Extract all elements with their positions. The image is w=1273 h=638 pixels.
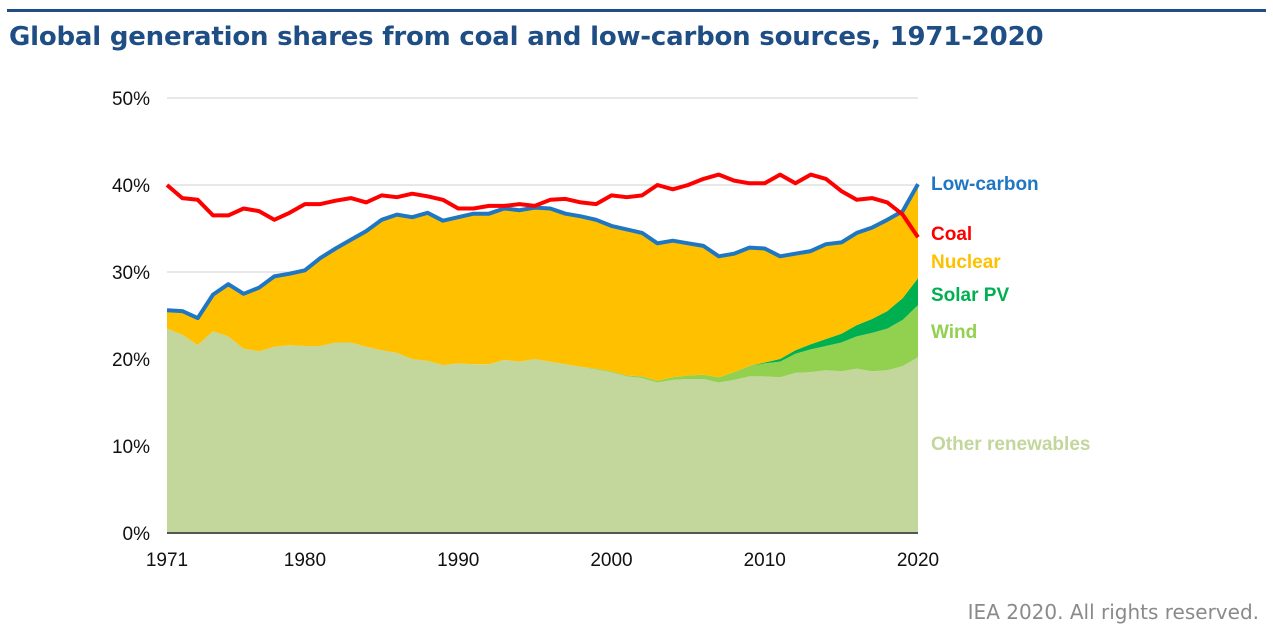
label-coal: Coal: [931, 224, 972, 245]
label-other-renewables: Other renewables: [931, 434, 1090, 455]
y-tick-label: 20%: [112, 350, 150, 371]
area-other-renewables: [167, 328, 918, 533]
label-low-carbon: Low-carbon: [931, 174, 1039, 195]
x-tick-label: 1990: [437, 550, 479, 571]
x-tick-label: 1980: [284, 550, 326, 571]
copyright-credit: IEA 2020. All rights reserved.: [967, 600, 1259, 624]
stacked-areas: [167, 184, 918, 533]
label-nuclear: Nuclear: [931, 252, 1001, 273]
y-tick-label: 40%: [112, 176, 150, 197]
x-axis-ticks: 1971 1980 1990 2000 2010 2020: [146, 550, 939, 571]
label-wind: Wind: [931, 322, 977, 343]
y-tick-label: 10%: [112, 437, 150, 458]
x-tick-label: 2000: [590, 550, 632, 571]
x-tick-label: 2010: [744, 550, 786, 571]
line-low-carbon: [166, 183, 920, 321]
chart-title: Global generation shares from coal and l…: [9, 22, 1044, 52]
area-nuclear: [167, 184, 918, 381]
x-tick-label: 2020: [897, 550, 939, 571]
y-tick-label: 50%: [112, 89, 150, 110]
y-tick-label: 30%: [112, 263, 150, 284]
series-labels: Low-carbon Coal Nuclear Solar PV Wind Other r…: [931, 174, 1090, 455]
y-axis-ticks: 0% 10% 20% 30% 40% 50%: [112, 89, 150, 545]
title-rule: [7, 9, 1266, 12]
y-tick-label: 0%: [123, 524, 151, 545]
line-coal: [165, 172, 920, 239]
line-series: [165, 172, 920, 321]
label-solar-pv: Solar PV: [931, 285, 1009, 306]
x-tick-label: 1971: [146, 550, 188, 571]
